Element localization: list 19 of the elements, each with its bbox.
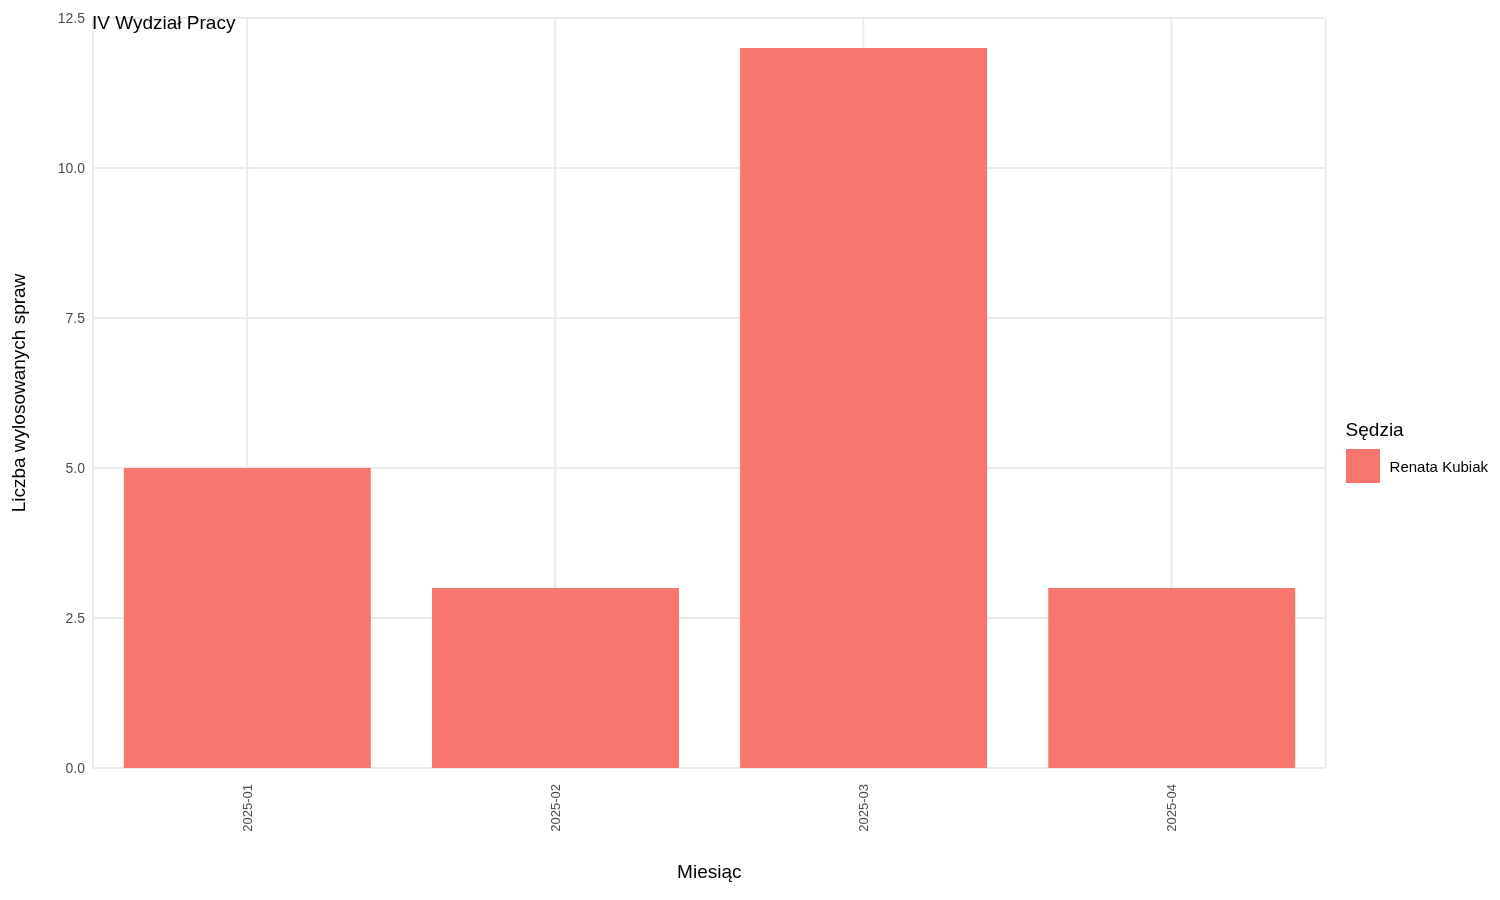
legend-title: Sędzia — [1345, 419, 1405, 441]
bar — [431, 588, 679, 768]
x-axis-title: Miesiąc — [677, 861, 742, 882]
y-tick-label: 12.5 — [57, 9, 86, 26]
y-tick-label: 7.5 — [65, 309, 86, 326]
legend-label: Renata Kubiak — [1389, 457, 1488, 475]
y-tick-label: 5.0 — [65, 459, 86, 476]
bar — [1048, 588, 1296, 768]
y-tick-label: 0.0 — [65, 759, 86, 776]
y-tick-label: 2.5 — [65, 609, 86, 626]
chart-title: IV Wydział Pracy — [92, 12, 236, 34]
x-tick-label: 2025-01 — [239, 784, 255, 832]
y-axis-title: Liczba wylosowanych spraw — [7, 273, 29, 513]
x-tick-label: 2025-03 — [855, 784, 871, 832]
x-tick-label: 2025-02 — [547, 784, 563, 832]
x-tick-label: 2025-04 — [1164, 784, 1180, 832]
y-tick-label: 10.0 — [57, 159, 86, 176]
bar — [740, 48, 988, 768]
bar — [123, 468, 371, 768]
